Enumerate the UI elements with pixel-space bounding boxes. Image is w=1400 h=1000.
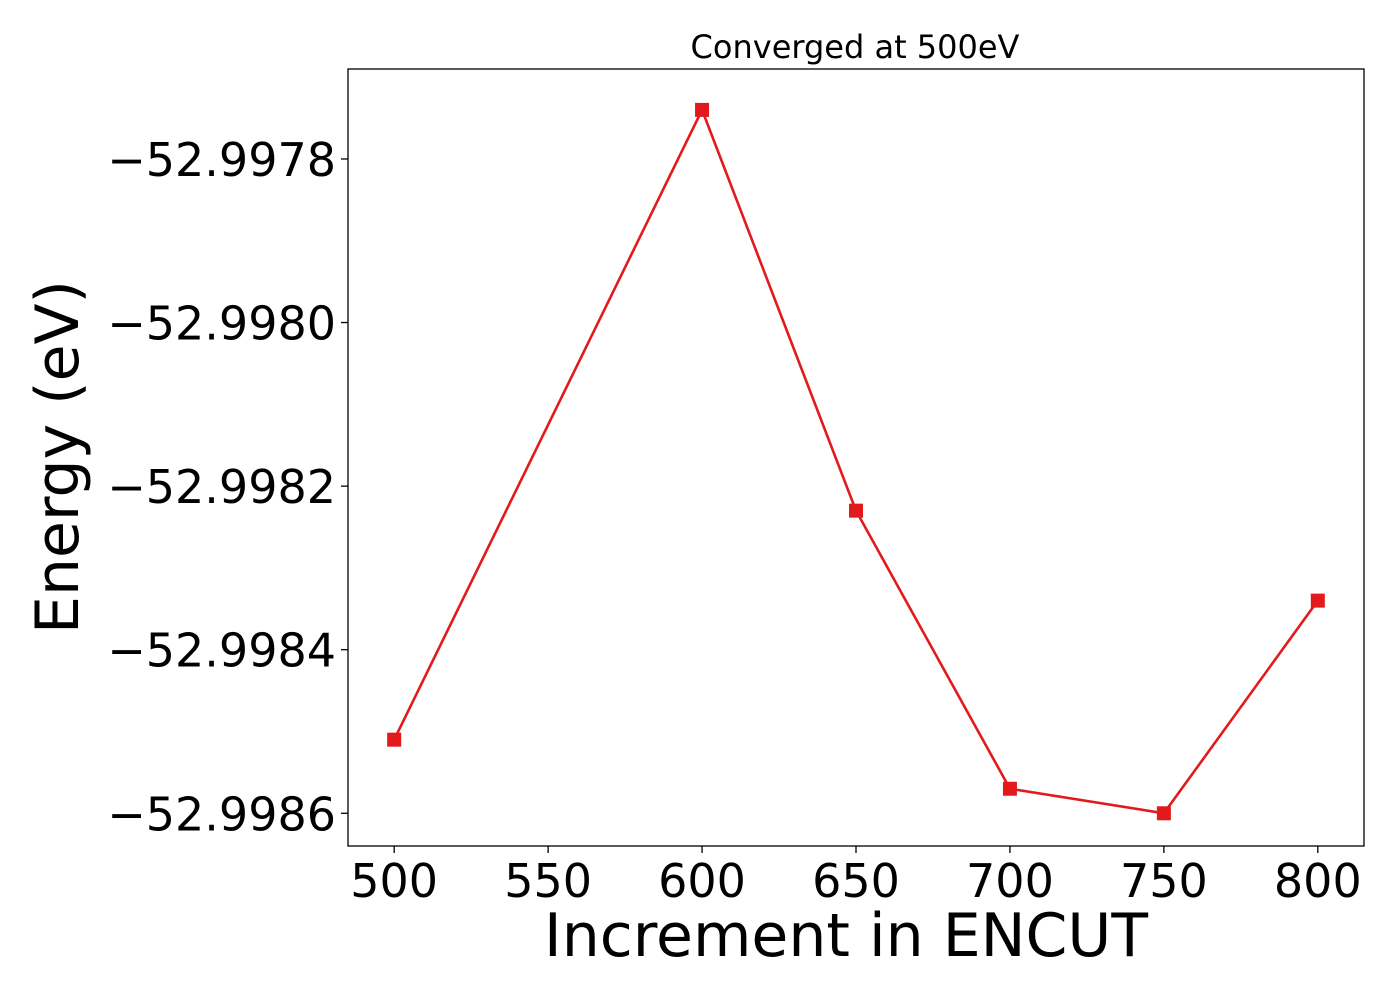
data-point <box>1310 593 1325 608</box>
y-axis: −52.9978 −52.9980 −52.9982 −52.9984 −52.9986 <box>107 133 348 841</box>
x-tick-label: 500 <box>350 854 438 908</box>
data-point <box>1002 781 1017 796</box>
x-tick-label: 550 <box>504 854 592 908</box>
y-tick-label: −52.9982 <box>107 460 336 514</box>
x-tick-label: 800 <box>1274 854 1362 908</box>
y-tick-label: −52.9984 <box>107 624 336 678</box>
series-layer <box>387 102 1325 821</box>
x-axis-label: Increment in ENCUT <box>544 901 1148 971</box>
data-point <box>849 503 863 518</box>
y-tick-label: −52.9986 <box>107 787 336 841</box>
x-tick-label: 750 <box>1120 854 1208 908</box>
data-point <box>1156 806 1171 821</box>
x-tick-label: 600 <box>658 854 746 908</box>
data-point <box>387 732 402 747</box>
x-tick-label: 700 <box>966 854 1054 908</box>
y-axis-label: Energy (eV) <box>23 280 93 634</box>
series-line <box>393 108 1319 815</box>
x-axis: 500 550 600 650 700 750 800 <box>350 846 1362 908</box>
chart-title: Converged at 500eV <box>691 28 1020 66</box>
plot-frame <box>347 68 1365 847</box>
y-tick-label: −52.9980 <box>107 297 336 351</box>
x-tick-label: 650 <box>812 854 900 908</box>
data-point <box>695 102 710 117</box>
y-tick-label: −52.9978 <box>107 133 336 187</box>
